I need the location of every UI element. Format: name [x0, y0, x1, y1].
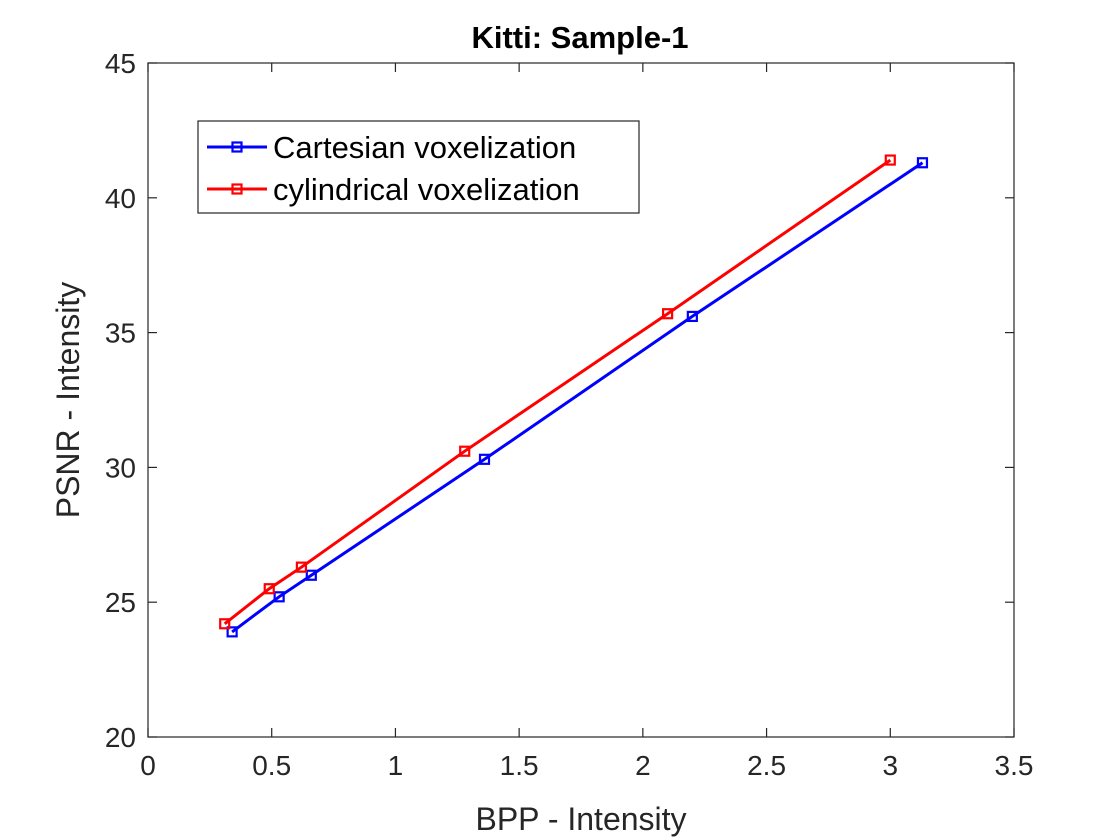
x-tick-label-7: 3.5	[995, 750, 1034, 781]
x-tick-label-3: 1.5	[500, 750, 539, 781]
x-tick-labels: 0 0.5 1 1.5 2 2.5 3 3.5	[140, 750, 1033, 781]
series-0	[226, 157, 929, 638]
data-point-0-2	[305, 569, 317, 581]
x-tick-label-2: 1	[388, 750, 404, 781]
data-point-1-0	[219, 618, 231, 630]
x-tick-label-0: 0	[140, 750, 156, 781]
x-tick-label-1: 0.5	[252, 750, 291, 781]
legend: Cartesian voxelization cylindrical voxel…	[197, 120, 640, 214]
y-tick-labels: 20 25 30 35 40 45	[105, 48, 136, 753]
y-tick-label-1: 25	[105, 587, 136, 618]
y-tick-label-4: 40	[105, 183, 136, 214]
x-axis-label: BPP - Intensity	[475, 801, 686, 837]
axis-ticks	[147, 62, 1015, 738]
data-point-1-3	[459, 445, 471, 457]
legend-label-cylindrical: cylindrical voxelization	[273, 172, 580, 207]
data-point-0-4	[686, 310, 698, 323]
data-point-1-1	[263, 583, 275, 595]
y-tick-label-5: 45	[105, 48, 136, 79]
x-tick-label-5: 2.5	[747, 750, 786, 781]
data-point-0-0	[226, 626, 238, 638]
data-point-0-3	[478, 453, 491, 465]
data-point-0-5	[916, 157, 929, 169]
legend-marker-cartesian	[231, 141, 243, 153]
series-line-0	[231, 161, 924, 634]
legend-box	[197, 120, 640, 214]
chart-title: Kitti: Sample-1	[471, 20, 688, 55]
data-point-1-4	[661, 308, 674, 320]
series-line-1	[223, 158, 892, 625]
y-tick-label-3: 35	[105, 318, 136, 349]
data-point-1-5	[884, 154, 896, 166]
y-axis-label: PSNR - Intensity	[50, 282, 86, 519]
y-tick-label-0: 20	[105, 722, 136, 753]
x-tick-label-4: 2	[635, 750, 651, 781]
data-point-0-1	[273, 591, 285, 603]
data-point-1-2	[295, 561, 308, 573]
legend-entry-cartesian: Cartesian voxelization	[207, 130, 576, 165]
legend-entry-cylindrical: cylindrical voxelization	[207, 172, 580, 207]
x-tick-label-6: 3	[882, 750, 898, 781]
legend-label-cartesian: Cartesian voxelization	[273, 130, 576, 165]
y-tick-label-2: 30	[105, 452, 136, 483]
legend-marker-cylindrical	[231, 183, 243, 195]
series-1	[219, 154, 896, 630]
series-layer	[219, 154, 929, 638]
